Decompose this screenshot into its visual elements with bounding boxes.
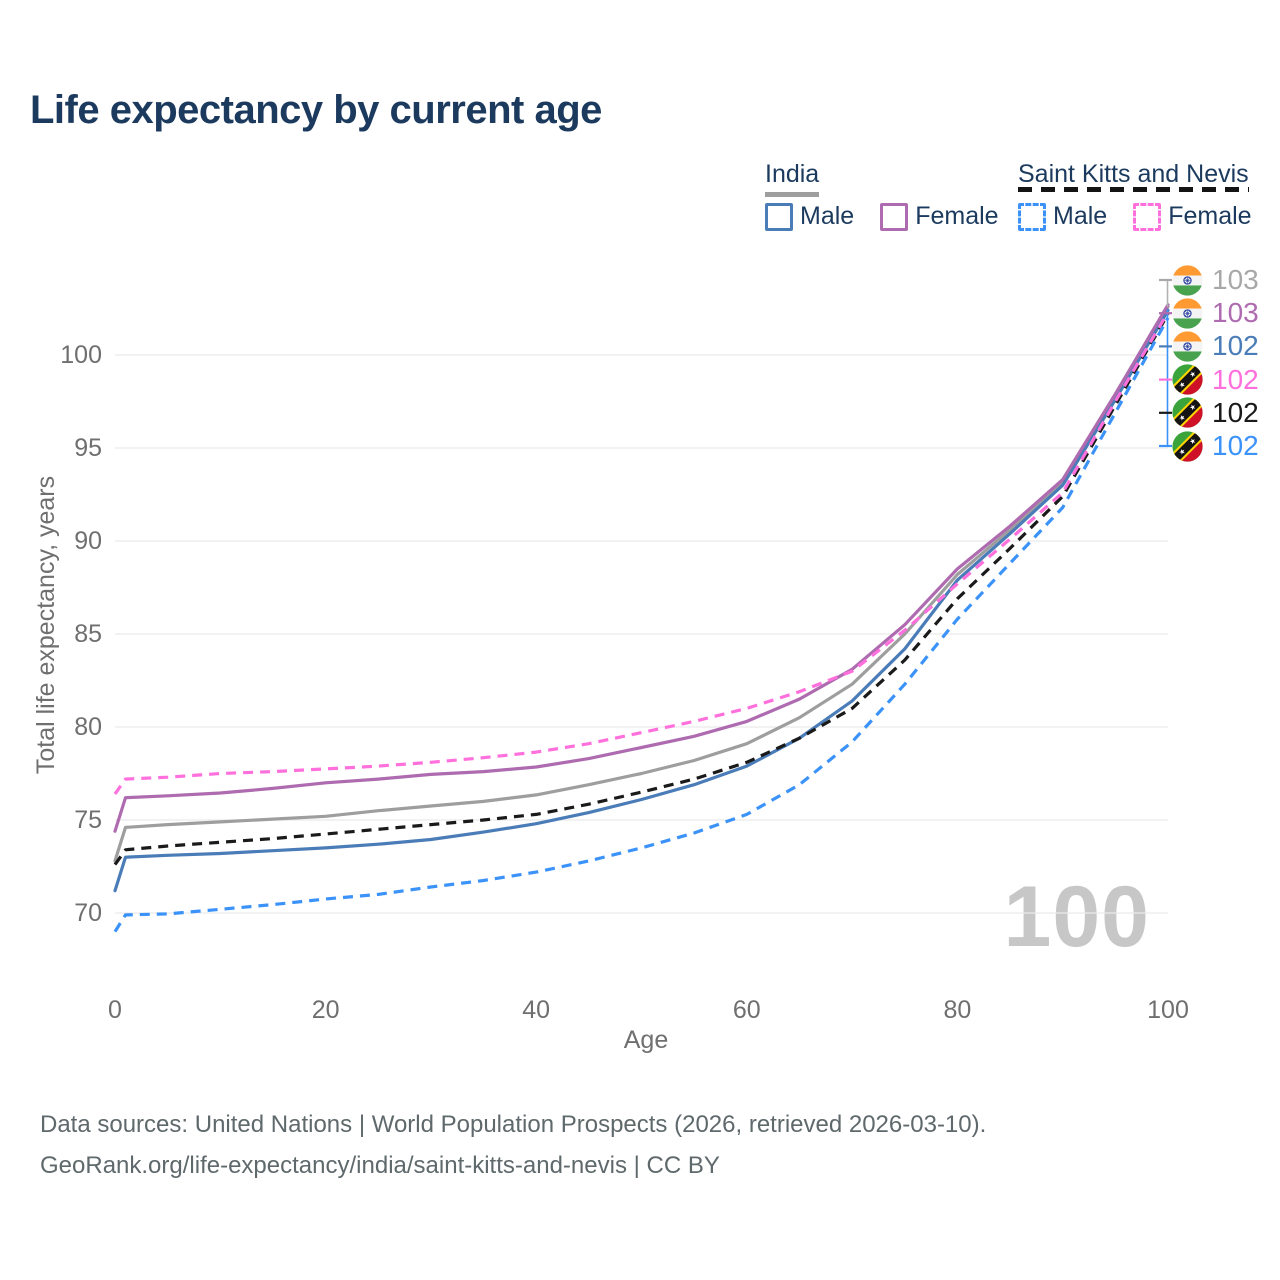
end-label-value: 102 <box>1212 363 1259 395</box>
legend-item-label: Male <box>1053 202 1108 230</box>
series-line-india-total <box>113 305 1170 863</box>
saint-kitts-and-nevis-flag-icon: ★★ <box>1172 397 1203 428</box>
legend-item-label: Female <box>1168 202 1252 230</box>
y-tick-label-70: 70 <box>74 899 102 927</box>
legend-item-skn-male[interactable]: Male <box>1018 202 1107 231</box>
end-label-row: ★ ★ 102 <box>1172 364 1259 396</box>
legend-item-india-male[interactable]: Male <box>765 202 854 231</box>
y-tick-label-75: 75 <box>74 806 102 834</box>
end-label-value: 102 <box>1212 430 1259 461</box>
series-line-india-female <box>113 303 1170 833</box>
india-female-swatch-icon <box>880 202 909 231</box>
series-line-skn-total <box>113 313 1170 866</box>
skn-female-swatch-icon <box>1133 202 1162 231</box>
india-flag-icon <box>1172 331 1203 362</box>
x-tick-label-20: 20 <box>311 996 340 1024</box>
saint-kitts-and-nevis-flag-icon: ★★ <box>1172 364 1203 395</box>
y-tick-label-85: 85 <box>74 620 102 648</box>
series-line-skn-male <box>113 317 1170 933</box>
x-tick-label-100: 100 <box>1147 996 1189 1024</box>
x-tick-label-40: 40 <box>522 996 551 1024</box>
india-flag-icon <box>1172 264 1203 296</box>
svg-text:★: ★ <box>1177 413 1188 424</box>
legend-group-india: India Male Female <box>765 160 999 231</box>
legend-group-title-saint-kitts-and-nevis: Saint Kitts and Nevis <box>1018 160 1249 192</box>
legend-item-label: Male <box>800 202 855 230</box>
x-tick-label-80: 80 <box>943 996 972 1024</box>
legend-item-india-female[interactable]: Female <box>880 202 999 231</box>
end-label-value: 102 <box>1212 396 1259 428</box>
x-axis-title: Age <box>623 1026 669 1054</box>
legend-item-skn-female[interactable]: Female <box>1133 202 1252 231</box>
end-label-value: 102 <box>1212 330 1259 362</box>
india-flag-icon <box>1172 298 1203 329</box>
svg-text:★: ★ <box>1177 446 1188 457</box>
x-tick-label-60: 60 <box>732 996 761 1024</box>
end-label-value: 103 <box>1212 297 1259 329</box>
svg-text:★: ★ <box>1187 402 1198 413</box>
series-line-india-male <box>113 308 1170 893</box>
age-watermark: 100 <box>1003 869 1150 965</box>
x-tick-label-0: 0 <box>108 996 122 1024</box>
svg-text:★: ★ <box>1187 435 1198 446</box>
legend-group-saint-kitts-and-nevis: Saint Kitts and Nevis Male Female <box>1018 160 1252 231</box>
svg-text:★: ★ <box>1187 369 1198 380</box>
end-label-row: 102 <box>1172 330 1259 362</box>
y-tick-label-100: 100 <box>60 341 102 369</box>
end-label-value: 103 <box>1212 264 1259 295</box>
legend-group-title-india: India <box>765 160 820 197</box>
legend-item-label: Female <box>915 202 999 230</box>
end-label-row: ★ ★ 102 <box>1172 430 1259 462</box>
y-tick-label-90: 90 <box>74 527 102 555</box>
saint-kitts-and-nevis-flag-icon: ★★ <box>1172 430 1203 462</box>
india-male-swatch-icon <box>765 202 793 231</box>
y-tick-label-80: 80 <box>74 713 102 741</box>
end-label-row: 103 <box>1172 297 1259 329</box>
svg-text:★: ★ <box>1177 379 1188 390</box>
end-label-row: 103 <box>1172 264 1259 296</box>
end-label-row: ★ ★ 102 <box>1172 397 1259 429</box>
footer-data-sources: Data sources: United Nations | World Pop… <box>40 1111 987 1138</box>
series-line-skn-female <box>113 311 1170 795</box>
y-tick-label-95: 95 <box>74 434 102 462</box>
page-title: Life expectancy by current age <box>30 88 602 132</box>
footer-attribution: GeoRank.org/life-expectancy/india/saint-… <box>40 1152 720 1179</box>
skn-male-swatch-icon <box>1018 202 1046 231</box>
footer: Data sources: United Nations | World Pop… <box>40 1104 986 1186</box>
